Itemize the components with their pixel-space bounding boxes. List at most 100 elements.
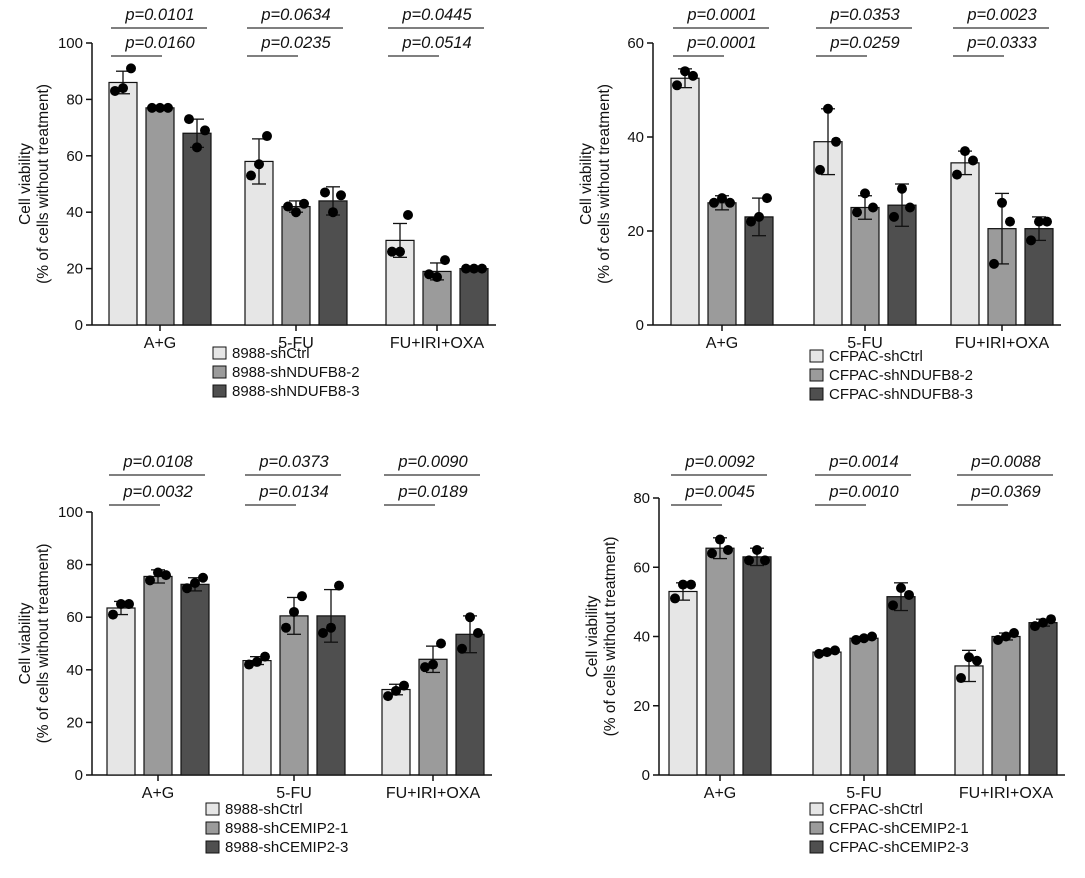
y-axis-label-line-2: (% of cells without treatment) — [35, 84, 52, 284]
y-tick-label: 60 — [633, 559, 650, 576]
data-point — [1034, 216, 1044, 227]
legend-label: 8988-shCtrl — [225, 801, 303, 818]
data-point — [754, 211, 764, 222]
data-point — [889, 211, 899, 222]
y-tick-label: 100 — [58, 35, 83, 52]
data-point — [420, 662, 430, 673]
data-point — [904, 589, 914, 600]
y-tick-label: 20 — [66, 714, 83, 731]
data-point — [334, 580, 344, 591]
legend-label: CFPAC-shNDUFB8-2 — [829, 367, 973, 384]
data-point — [395, 246, 405, 257]
legend-label: 8988-shCtrl — [232, 345, 310, 362]
data-point — [707, 548, 717, 559]
data-point — [108, 609, 118, 620]
bar — [381, 688, 411, 776]
data-point — [725, 197, 735, 208]
bar — [182, 132, 212, 326]
y-tick-label: 0 — [642, 767, 650, 784]
bar — [670, 77, 700, 326]
data-point — [145, 575, 155, 586]
bar — [886, 596, 916, 776]
y-tick-label: 20 — [633, 698, 650, 715]
data-point — [905, 202, 915, 213]
legend-swatch — [212, 365, 227, 379]
data-point — [465, 612, 475, 623]
legend-swatch — [205, 821, 220, 835]
data-point — [867, 631, 877, 642]
y-tick-label: 40 — [627, 129, 644, 146]
legend-label: 8988-shNDUFB8-2 — [232, 364, 360, 381]
data-point — [717, 193, 727, 204]
data-point — [746, 216, 756, 227]
data-point — [281, 622, 291, 633]
data-point — [686, 579, 696, 590]
y-axis-label-line-2: (% of cells without treatment) — [602, 537, 619, 737]
p-value-lower: p=0.0189 — [397, 483, 467, 501]
data-point — [299, 198, 309, 209]
p-value-upper: p=0.0101 — [124, 6, 194, 24]
data-point — [336, 190, 346, 201]
data-point — [860, 188, 870, 199]
y-tick-label: 0 — [75, 767, 83, 784]
data-point — [163, 102, 173, 113]
y-tick-label: 100 — [58, 504, 83, 521]
data-point — [252, 656, 262, 667]
chart-panel-3: 0 20 40 60 80 100 Cell viability (% of cells wi… — [17, 453, 492, 856]
data-point — [723, 544, 733, 555]
data-point — [147, 102, 157, 113]
data-point — [254, 159, 264, 170]
data-point — [182, 583, 192, 594]
p-value-lower: p=0.0045 — [684, 483, 755, 501]
data-point — [897, 183, 907, 194]
data-point — [246, 170, 256, 181]
bar — [242, 659, 272, 776]
y-tick-label: 80 — [633, 490, 650, 507]
legend-label: CFPAC-shNDUFB8-3 — [829, 386, 973, 403]
bar — [106, 607, 136, 776]
legend-swatch — [809, 387, 824, 401]
y-tick-label: 20 — [627, 223, 644, 240]
data-point — [1042, 216, 1052, 227]
y-tick-label: 40 — [66, 662, 83, 679]
category-label: 5-FU — [278, 335, 314, 352]
data-point — [859, 633, 869, 644]
data-point — [244, 659, 254, 670]
data-point — [830, 645, 840, 656]
category-label: A+G — [144, 335, 176, 352]
legend-swatch — [205, 802, 220, 816]
data-point — [815, 164, 825, 175]
p-value-lower: p=0.0259 — [829, 34, 899, 52]
y-tick-label: 80 — [66, 557, 83, 574]
y-tick-label: 20 — [66, 261, 83, 278]
data-point — [387, 246, 397, 257]
p-value-lower: p=0.0134 — [258, 483, 328, 501]
p-value-upper: p=0.0445 — [401, 6, 472, 24]
legend-label: 8988-shCEMIP2-3 — [225, 839, 348, 856]
chart-panel-1: 0 20 40 60 80 100 Cell viability (% of cells wi… — [17, 6, 496, 400]
data-point — [432, 272, 442, 283]
data-point — [1001, 631, 1011, 642]
p-value-upper: p=0.0014 — [828, 453, 898, 471]
y-axis-label-line-1: Cell viability — [584, 595, 601, 677]
data-point — [126, 63, 136, 74]
y-tick-label: 60 — [66, 148, 83, 165]
category-label: FU+IRI+OXA — [955, 335, 1050, 352]
data-point — [192, 142, 202, 153]
data-point — [110, 85, 120, 96]
legend-label: 8988-shNDUFB8-3 — [232, 383, 360, 400]
data-point — [760, 555, 770, 566]
data-point — [1009, 628, 1019, 639]
data-point — [823, 103, 833, 114]
data-point — [155, 102, 165, 113]
data-point — [678, 579, 688, 590]
data-point — [200, 125, 210, 136]
legend-label: CFPAC-shCEMIP2-1 — [829, 820, 969, 837]
p-value-upper: p=0.0373 — [258, 453, 329, 471]
category-label: 5-FU — [276, 785, 312, 802]
p-value-lower: p=0.0514 — [401, 34, 471, 52]
data-point — [190, 578, 200, 589]
bar — [707, 202, 737, 326]
bar — [145, 107, 175, 326]
